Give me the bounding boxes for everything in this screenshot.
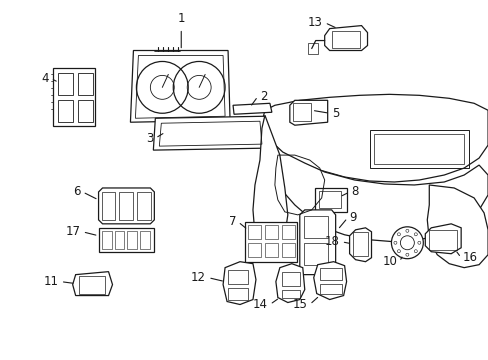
Bar [331, 31, 359, 48]
Bar [227, 270, 247, 284]
Polygon shape [313, 262, 346, 300]
Bar [227, 288, 247, 300]
Bar [79, 276, 104, 293]
Text: 5: 5 [331, 107, 338, 120]
Bar [281, 243, 294, 257]
Polygon shape [233, 103, 271, 114]
Polygon shape [349, 228, 371, 262]
Text: 11: 11 [43, 275, 59, 288]
Text: 8: 8 [351, 185, 358, 198]
Bar [292, 103, 310, 121]
Bar [307, 42, 317, 54]
Bar [314, 188, 346, 212]
Polygon shape [263, 94, 487, 182]
Bar [264, 225, 277, 239]
Bar [352, 232, 367, 256]
Bar [102, 231, 111, 249]
Bar [303, 243, 327, 265]
Bar [78, 100, 92, 122]
Text: 10: 10 [382, 255, 397, 268]
Polygon shape [223, 262, 255, 305]
Polygon shape [264, 130, 487, 242]
Polygon shape [99, 188, 154, 224]
Polygon shape [425, 224, 460, 254]
Bar [374, 134, 463, 164]
Bar [114, 231, 124, 249]
Text: 6: 6 [73, 185, 81, 198]
Bar [319, 284, 341, 293]
Text: 18: 18 [324, 235, 339, 248]
Bar [318, 191, 340, 208]
Polygon shape [252, 115, 287, 255]
Bar [99, 228, 154, 252]
Text: 1: 1 [177, 12, 184, 24]
Polygon shape [299, 210, 335, 275]
Bar [247, 225, 261, 239]
Polygon shape [275, 264, 304, 302]
Bar [428, 230, 456, 250]
Bar [137, 192, 151, 220]
Bar [140, 231, 150, 249]
Bar [102, 192, 115, 220]
Bar [281, 225, 294, 239]
Polygon shape [130, 50, 229, 122]
Text: 14: 14 [252, 298, 267, 311]
Bar [264, 243, 277, 257]
Bar [281, 272, 299, 285]
Text: 17: 17 [65, 225, 81, 238]
Text: 4: 4 [41, 72, 49, 85]
Text: 13: 13 [307, 16, 322, 29]
Bar [319, 268, 341, 280]
Text: 15: 15 [292, 298, 307, 311]
Bar [58, 73, 73, 95]
Bar [119, 192, 133, 220]
Polygon shape [324, 26, 367, 50]
Bar [281, 289, 299, 298]
Polygon shape [427, 185, 487, 268]
Polygon shape [289, 100, 327, 125]
Text: 3: 3 [146, 132, 153, 145]
Bar [244, 222, 296, 262]
Bar [303, 216, 327, 238]
Polygon shape [73, 272, 112, 296]
Text: 9: 9 [349, 211, 356, 224]
Polygon shape [153, 116, 266, 150]
Bar [78, 73, 92, 95]
Text: 7: 7 [228, 215, 236, 228]
Bar [127, 231, 137, 249]
Bar [53, 68, 94, 126]
Bar [58, 100, 73, 122]
Circle shape [400, 236, 413, 250]
Circle shape [390, 227, 423, 259]
Text: 16: 16 [462, 251, 477, 264]
Bar [247, 243, 261, 257]
Text: 2: 2 [260, 90, 267, 103]
Text: 12: 12 [191, 271, 206, 284]
Bar [369, 130, 468, 168]
